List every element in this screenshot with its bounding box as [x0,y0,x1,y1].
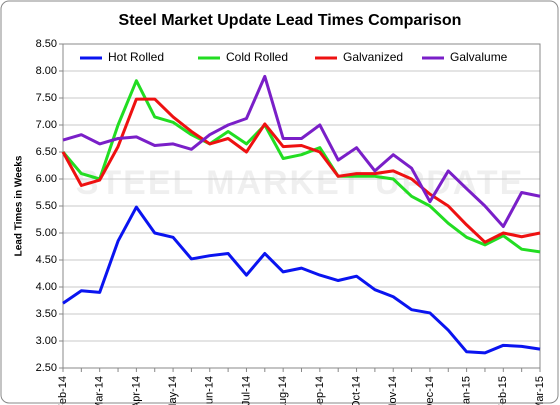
legend-label: Hot Rolled [108,50,164,64]
legend-label: Galvanized [343,50,403,64]
y-tick-label: 6.50 [36,146,57,158]
y-tick-label: 7.00 [36,119,57,131]
series-line [61,79,541,254]
legend-label: Cold Rolled [226,50,288,64]
x-tick-label: Dec-14 [424,376,436,405]
y-tick-label: 8.50 [36,38,57,50]
x-tick-label: Feb-15 [497,376,509,405]
y-tick-label: 8.00 [36,65,57,77]
series-line [61,97,541,244]
x-tick-label: Aug-14 [277,376,289,405]
x-tick-label: May-14 [167,376,179,405]
y-tick-label: 3.50 [36,308,57,320]
x-tick-label: Jan-15 [461,376,473,405]
y-tick-label: 6.00 [36,173,57,185]
y-tick-label: 5.50 [36,200,57,212]
x-tick-label: Mar-15 [534,376,546,405]
x-tick-label: Sep-14 [314,376,326,405]
x-tick-label: Feb-14 [57,376,69,405]
y-tick-label: 5.00 [36,227,57,239]
x-tick-label: Jun-14 [204,376,216,405]
x-tick-label: Jul-14 [240,376,252,405]
x-tick-label: Mar-14 [94,376,106,405]
y-tick-label: 7.50 [36,92,57,104]
x-tick-label: Nov-14 [387,376,399,405]
watermark: STEEL MARKET UPDATE [76,164,525,202]
legend-label: Galvalume [450,50,508,64]
y-axis-label: Lead Times in Weeks [14,155,25,256]
x-tick-label: Apr-14 [130,376,142,405]
x-tick-label: Oct-14 [350,376,362,405]
y-tick-label: 2.50 [36,362,57,374]
y-tick-label: 4.00 [36,281,57,293]
series-line [62,205,541,355]
chart-title: Steel Market Update Lead Times Compariso… [119,12,462,29]
series-line [62,74,541,229]
y-tick-label: 3.00 [36,335,57,347]
y-tick-label: 4.50 [36,254,57,266]
